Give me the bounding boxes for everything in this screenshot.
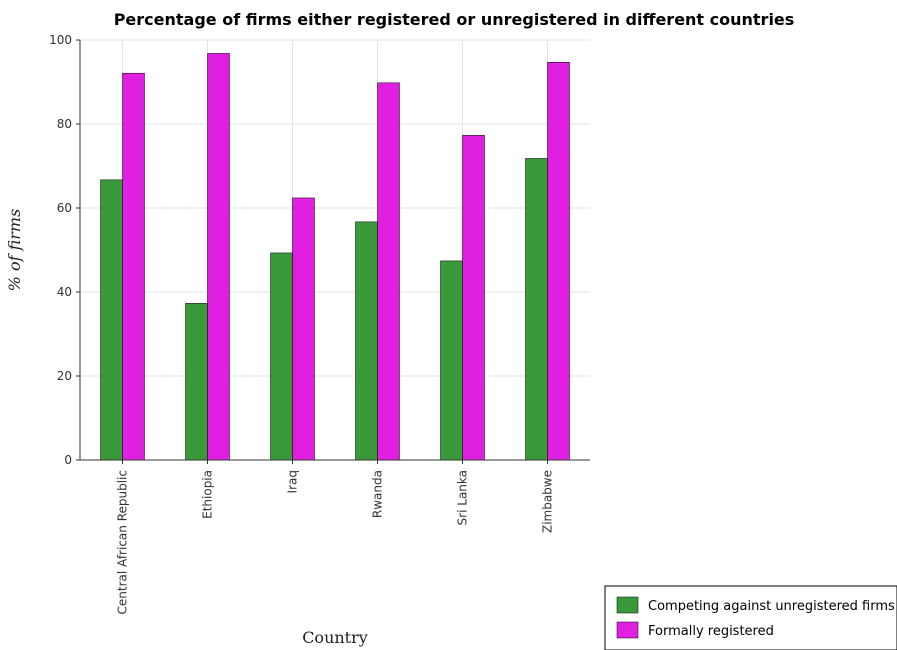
bar-formally-registered <box>292 197 315 461</box>
bar-formally-registered <box>122 72 145 461</box>
legend-label-unregistered: Competing against unregistered firms <box>648 599 895 614</box>
x-tick-label: Iraq <box>286 470 300 493</box>
bar-unregistered-competition <box>185 303 208 461</box>
bar-unregistered-competition <box>270 252 293 461</box>
plot-area <box>76 39 590 464</box>
chart-title: Percentage of firms either registered or… <box>114 10 795 29</box>
legend-swatch-registered <box>616 621 639 639</box>
bar-formally-registered <box>547 62 570 461</box>
bar-unregistered-competition <box>355 221 378 461</box>
y-tick-label: 20 <box>57 369 72 383</box>
plot-background <box>80 40 590 460</box>
y-tick-label: 40 <box>57 285 72 299</box>
bar-formally-registered <box>462 135 485 461</box>
x-tick-label: Central African Republic <box>116 470 130 614</box>
bar-unregistered-competition <box>525 158 548 461</box>
bar-unregistered-competition <box>100 179 123 461</box>
y-tick-label: 100 <box>49 33 72 47</box>
y-tick-labels: 0 20 40 60 80 100 <box>49 33 72 467</box>
legend-label-registered: Formally registered <box>648 624 774 639</box>
legend: Competing against unregistered firms For… <box>604 585 897 650</box>
legend-box <box>604 585 897 650</box>
y-tick-label: 60 <box>57 201 72 215</box>
x-tick-label: Zimbabwe <box>541 470 555 533</box>
x-tick-label: Rwanda <box>371 470 385 518</box>
y-tick-label: 0 <box>64 453 72 467</box>
bar-formally-registered <box>377 82 400 461</box>
bar-formally-registered <box>207 53 230 461</box>
x-tick-label: Sri Lanka <box>456 470 470 525</box>
legend-swatch-unregistered <box>616 596 639 614</box>
y-axis-title: % of firms <box>5 209 24 292</box>
x-axis-title: Country <box>302 628 368 647</box>
x-tick-label: Ethiopia <box>201 470 215 519</box>
bar-unregistered-competition <box>440 260 463 461</box>
y-tick-label: 80 <box>57 117 72 131</box>
x-tick-labels: Central African Republic Ethiopia Iraq Rwan… <box>116 470 555 614</box>
